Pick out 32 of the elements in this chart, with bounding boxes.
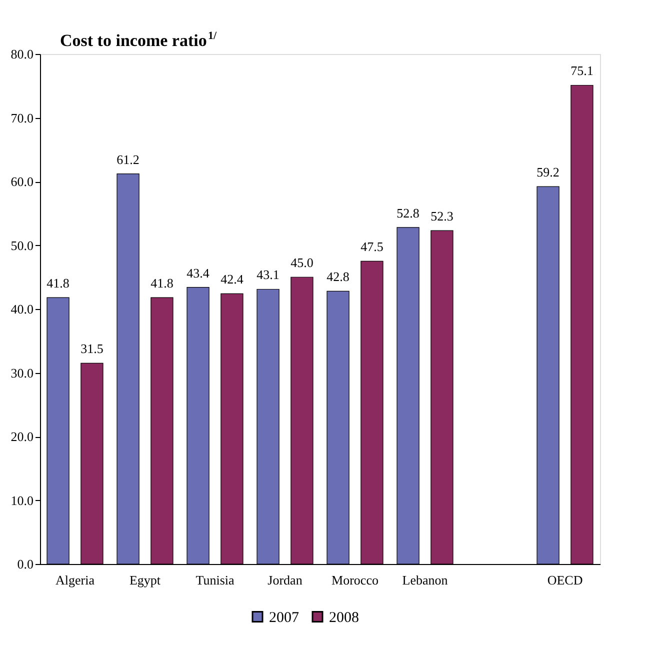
- y-tick-label: 60.0: [10, 174, 34, 189]
- data-label: 75.1: [570, 63, 594, 78]
- y-tick-label: 10.0: [10, 492, 34, 508]
- y-tick-label: 20.0: [10, 429, 34, 444]
- data-label: 41.8: [150, 276, 174, 291]
- legend-label: 2007: [269, 610, 300, 626]
- data-label: 43.1: [256, 267, 280, 282]
- x-tick-label: Tunisia: [196, 572, 234, 588]
- y-tick-label: 30.0: [10, 365, 34, 380]
- data-label: 45.0: [290, 255, 314, 270]
- data-label: 47.5: [360, 239, 384, 254]
- y-tick-label: 0.0: [17, 556, 34, 572]
- data-label: 31.5: [80, 341, 104, 356]
- data-label: 42.4: [220, 272, 244, 287]
- x-tick-label: Egypt: [129, 572, 161, 588]
- x-tick-label: OECD: [547, 572, 583, 588]
- y-tick-label: 50.0: [10, 238, 34, 253]
- data-label: 52.8: [396, 205, 420, 220]
- y-tick-label: 40.0: [10, 302, 34, 316]
- x-tick-label: Lebanon: [402, 572, 448, 588]
- x-tick-label: Algeria: [56, 572, 95, 588]
- y-tick-label: 80.0: [10, 46, 34, 62]
- data-label: 43.4: [186, 265, 210, 280]
- y-tick-label: 70.0: [10, 110, 34, 126]
- legend-label: 2008: [329, 610, 359, 626]
- x-tick-label: Jordan: [268, 572, 303, 588]
- data-label: 59.2: [536, 164, 560, 180]
- x-tick-label: Morocco: [332, 572, 378, 588]
- data-label: 42.8: [326, 269, 350, 284]
- data-label: 41.8: [46, 276, 70, 291]
- data-label: 61.2: [116, 152, 140, 167]
- data-label: 52.3: [430, 208, 454, 224]
